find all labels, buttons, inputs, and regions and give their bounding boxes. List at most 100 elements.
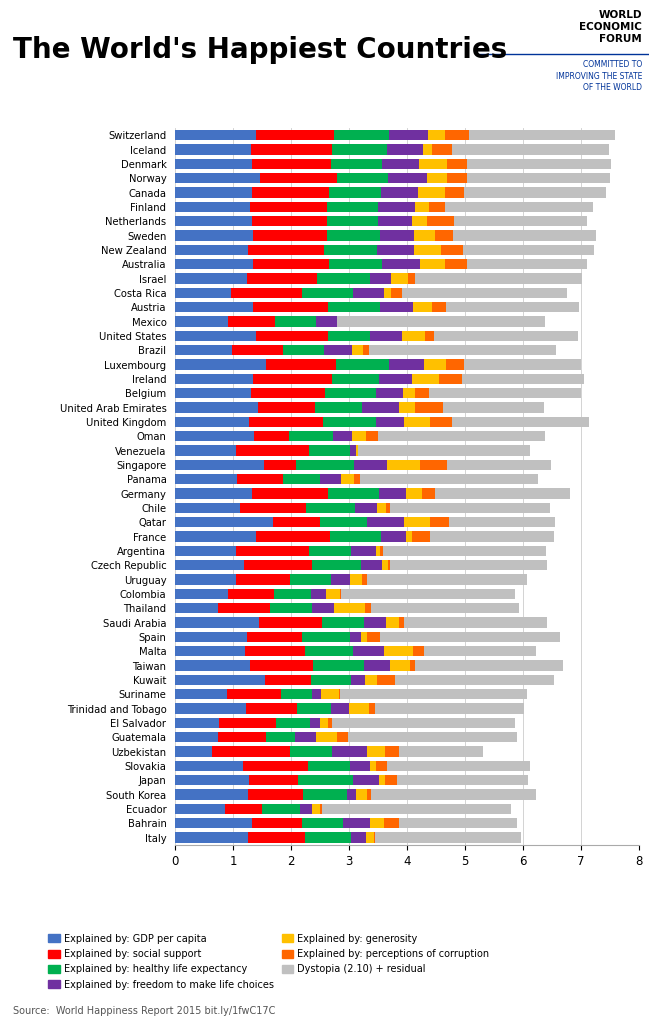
Bar xyxy=(442,245,463,255)
Bar xyxy=(406,488,422,499)
Bar xyxy=(312,660,364,671)
Bar xyxy=(306,503,355,513)
Bar xyxy=(311,589,326,599)
Bar xyxy=(397,775,528,785)
Bar xyxy=(175,603,218,613)
Bar xyxy=(175,230,252,241)
Bar xyxy=(320,517,367,527)
Bar xyxy=(361,632,367,642)
Bar xyxy=(302,818,343,828)
Text: COMMITTED TO
IMPROVING THE STATE
OF THE WORLD: COMMITTED TO IMPROVING THE STATE OF THE … xyxy=(556,60,642,92)
Bar xyxy=(175,402,258,413)
Bar xyxy=(175,560,244,570)
Bar xyxy=(246,273,318,284)
Text: The World's Happiest Countries: The World's Happiest Countries xyxy=(13,36,508,63)
Bar xyxy=(333,431,352,441)
Bar xyxy=(312,689,320,699)
Bar xyxy=(334,130,389,140)
Bar xyxy=(226,804,262,814)
Bar xyxy=(352,345,363,355)
Bar xyxy=(240,503,306,513)
Bar xyxy=(348,732,517,742)
Bar xyxy=(365,675,377,685)
Bar xyxy=(320,689,338,699)
Bar xyxy=(445,130,469,140)
Bar xyxy=(328,718,332,728)
Bar xyxy=(326,589,340,599)
Bar xyxy=(175,660,250,671)
Bar xyxy=(175,159,252,169)
Bar xyxy=(461,374,584,384)
Bar xyxy=(412,216,428,226)
Bar xyxy=(243,761,308,771)
Bar xyxy=(175,632,247,642)
Bar xyxy=(259,617,322,628)
Bar xyxy=(328,302,379,312)
Bar xyxy=(415,273,583,284)
Bar xyxy=(175,703,246,714)
Bar xyxy=(448,173,467,183)
Bar xyxy=(175,359,266,370)
Bar xyxy=(175,617,259,628)
Bar xyxy=(420,259,446,269)
Bar xyxy=(399,746,483,757)
Bar xyxy=(351,546,375,556)
Bar xyxy=(378,431,545,441)
Bar xyxy=(308,546,351,556)
Text: WORLD
ECONOMIC
FORUM: WORLD ECONOMIC FORUM xyxy=(579,10,642,44)
Bar xyxy=(312,603,334,613)
Bar xyxy=(331,574,350,585)
Bar xyxy=(175,689,227,699)
Bar xyxy=(385,775,397,785)
Bar xyxy=(360,474,538,484)
Bar xyxy=(367,833,374,843)
Bar xyxy=(419,159,448,169)
Bar xyxy=(381,531,406,542)
Bar xyxy=(367,574,528,585)
Bar xyxy=(247,632,302,642)
Bar xyxy=(430,531,555,542)
Bar xyxy=(350,574,362,585)
Bar xyxy=(175,216,252,226)
Bar xyxy=(290,574,331,585)
Bar xyxy=(362,402,399,413)
Bar xyxy=(380,546,383,556)
Bar xyxy=(246,646,305,656)
Bar xyxy=(382,159,419,169)
Bar xyxy=(364,617,385,628)
Bar xyxy=(175,761,243,771)
Bar xyxy=(379,302,413,312)
Bar xyxy=(312,560,361,570)
Bar xyxy=(337,173,389,183)
Bar xyxy=(316,732,338,742)
Bar xyxy=(308,761,350,771)
Bar xyxy=(324,245,377,255)
Bar xyxy=(352,431,366,441)
Bar xyxy=(303,790,348,800)
Bar xyxy=(258,402,315,413)
Bar xyxy=(424,359,446,370)
Bar xyxy=(379,488,406,499)
Bar xyxy=(391,273,408,284)
Bar xyxy=(175,775,249,785)
Bar xyxy=(338,689,340,699)
Bar xyxy=(232,345,283,355)
Bar xyxy=(399,402,414,413)
Bar xyxy=(351,675,365,685)
Bar xyxy=(324,345,352,355)
Bar xyxy=(175,517,273,527)
Bar xyxy=(175,417,249,427)
Bar xyxy=(340,689,527,699)
Bar xyxy=(420,460,447,470)
Bar xyxy=(328,259,383,269)
Bar xyxy=(295,732,316,742)
Bar xyxy=(446,359,464,370)
Bar xyxy=(274,589,311,599)
Bar xyxy=(303,288,354,298)
Bar xyxy=(464,359,581,370)
Bar xyxy=(383,546,546,556)
Bar xyxy=(281,689,312,699)
Bar xyxy=(354,460,387,470)
Bar xyxy=(365,603,371,613)
Bar xyxy=(175,202,250,212)
